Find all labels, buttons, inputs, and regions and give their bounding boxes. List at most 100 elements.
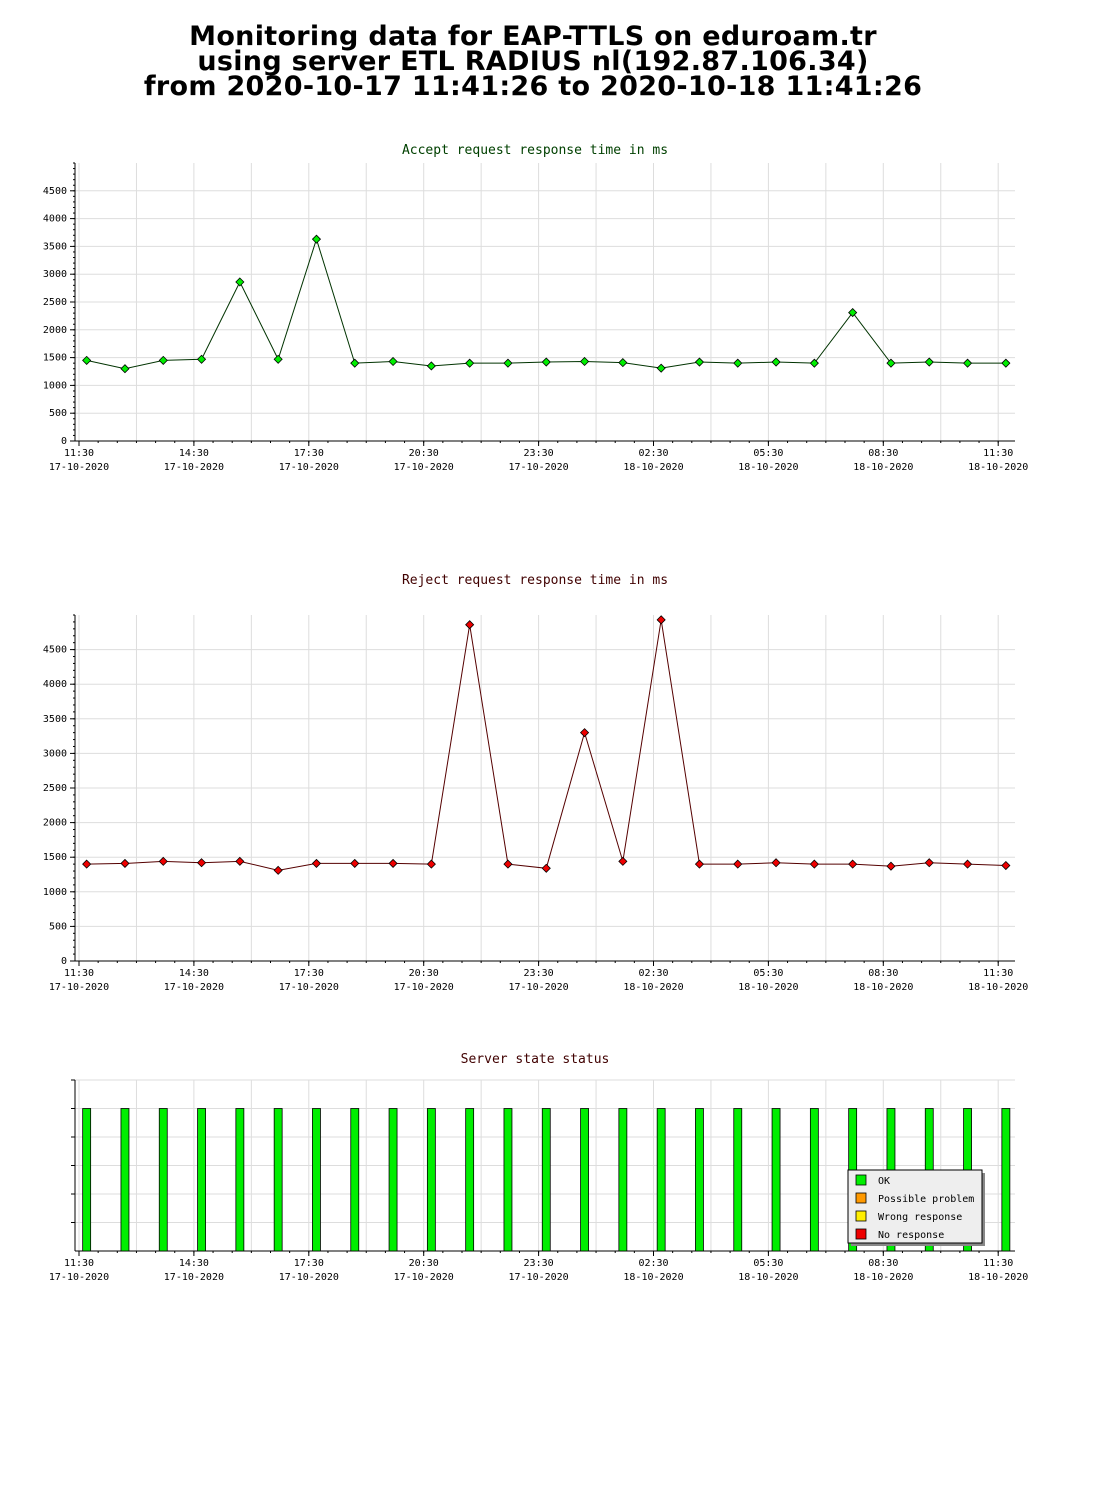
legend-swatch	[855, 1210, 867, 1222]
x-tick-time-label: 11:30	[983, 1258, 1013, 1269]
y-tick-label: 2500	[43, 297, 67, 308]
x-tick-date-label: 17-10-2020	[49, 982, 109, 993]
accept-response-chart: Accept request response time in ms 0 500 1…	[43, 143, 1028, 473]
data-point	[733, 859, 743, 869]
status-bar	[541, 1108, 551, 1252]
data-point	[1001, 860, 1011, 871]
status-bar	[1001, 1108, 1011, 1252]
y-tick-label: 3000	[43, 748, 67, 759]
data-point	[771, 858, 781, 868]
data-point	[618, 856, 628, 866]
x-tick-date-label: 18-10-2020	[853, 1272, 913, 1283]
data-point	[848, 859, 858, 869]
legend-swatch	[855, 1192, 867, 1204]
reject-chart-title: Reject request response time in ms	[402, 573, 668, 588]
y-tick-label: 4500	[43, 645, 67, 656]
x-tick-time-label: 08:30	[868, 968, 898, 979]
y-tick-label: 4000	[43, 214, 67, 225]
y-tick-label: 2000	[43, 325, 67, 336]
data-point	[618, 358, 628, 368]
data-point	[273, 865, 283, 875]
x-tick-time-label: 02:30	[638, 448, 668, 459]
x-tick-date-label: 17-10-2020	[394, 462, 454, 473]
data-point	[235, 277, 245, 287]
status-bar	[809, 1108, 819, 1252]
status-bar	[580, 1108, 589, 1252]
status-bar	[312, 1108, 321, 1252]
data-point	[924, 858, 934, 868]
data-point	[273, 354, 283, 364]
status-bar	[771, 1108, 781, 1252]
data-point	[771, 357, 781, 367]
legend-box	[847, 1169, 983, 1244]
x-tick-time-label: 20:30	[409, 968, 439, 979]
x-tick-time-label: 08:30	[868, 448, 898, 459]
data-point	[311, 234, 322, 244]
data-point	[503, 859, 513, 869]
x-tick-date-label: 18-10-2020	[968, 1272, 1028, 1283]
status-chart-title: Server state status	[461, 1052, 610, 1067]
x-tick-date-label: 17-10-2020	[394, 982, 454, 993]
accept-grid	[75, 163, 1015, 441]
data-point	[196, 354, 207, 364]
x-tick-date-label: 18-10-2020	[738, 982, 798, 993]
title-line-2: using server ETL RADIUS nl(192.87.106.34…	[197, 46, 869, 77]
x-tick-time-label: 02:30	[638, 968, 668, 979]
data-point	[350, 858, 360, 868]
x-tick-date-label: 17-10-2020	[508, 982, 568, 993]
status-x-tick-labels: 11:30 17-10-2020 14:30 17-10-2020 17:30 17-10…	[49, 1258, 1028, 1283]
x-tick-time-label: 17:30	[294, 968, 324, 979]
data-point	[503, 358, 513, 368]
data-point	[465, 620, 475, 630]
data-point	[579, 728, 590, 738]
legend-label: No response	[878, 1230, 944, 1241]
data-point	[962, 859, 973, 869]
x-tick-time-label: 23:30	[524, 1258, 554, 1269]
data-point	[120, 858, 130, 868]
x-tick-date-label: 18-10-2020	[968, 982, 1028, 993]
status-bar	[656, 1108, 666, 1252]
x-tick-date-label: 17-10-2020	[279, 982, 339, 993]
y-tick-label: 4500	[43, 186, 67, 197]
y-tick-label: 500	[49, 921, 67, 932]
data-point	[235, 856, 245, 866]
x-tick-date-label: 17-10-2020	[394, 1272, 454, 1283]
x-tick-date-label: 17-10-2020	[279, 1272, 339, 1283]
x-tick-date-label: 17-10-2020	[49, 462, 109, 473]
data-point	[120, 364, 130, 374]
x-tick-time-label: 17:30	[294, 448, 324, 459]
title-line-3: from 2020-10-17 11:41:26 to 2020-10-18 1…	[143, 71, 923, 102]
x-tick-time-label: 23:30	[524, 448, 554, 459]
reject-series	[82, 615, 1011, 875]
status-bar	[197, 1108, 206, 1252]
page-title: Monitoring data for EAP-TTLS on eduroam.…	[0, 21, 1066, 102]
legend-swatch	[855, 1228, 867, 1240]
title-line-1: Monitoring data for EAP-TTLS on eduroam.…	[189, 21, 877, 52]
x-tick-time-label: 14:30	[179, 968, 209, 979]
reject-x-tick-labels: 11:30 17-10-2020 14:30 17-10-2020 17:30 17-10…	[49, 968, 1028, 993]
data-point	[809, 859, 819, 869]
x-tick-date-label: 17-10-2020	[508, 1272, 568, 1283]
x-tick-date-label: 17-10-2020	[49, 1272, 109, 1283]
reject-axes	[70, 614, 1015, 966]
y-tick-label: 1500	[43, 852, 67, 863]
data-point	[924, 357, 934, 367]
accept-chart-title: Accept request response time in ms	[402, 143, 668, 158]
status-bar	[695, 1108, 704, 1252]
data-point	[656, 615, 666, 625]
legend-label: Wrong response	[878, 1212, 962, 1223]
x-tick-time-label: 05:30	[753, 448, 783, 459]
data-point	[426, 361, 436, 371]
accept-y-tick-labels: 0 500 1000 1500 2000 2500 3000 3500 4000 4500	[43, 186, 67, 447]
data-point	[465, 358, 475, 368]
data-point	[886, 861, 896, 871]
status-bar	[503, 1108, 513, 1252]
series-line	[86, 237, 1006, 370]
y-tick-label: 3000	[43, 269, 67, 280]
status-bar	[426, 1108, 436, 1252]
status-bar	[235, 1108, 245, 1252]
y-tick-label: 0	[61, 956, 67, 967]
x-tick-time-label: 20:30	[409, 448, 439, 459]
legend-swatch	[855, 1174, 867, 1186]
data-point	[1001, 358, 1011, 368]
